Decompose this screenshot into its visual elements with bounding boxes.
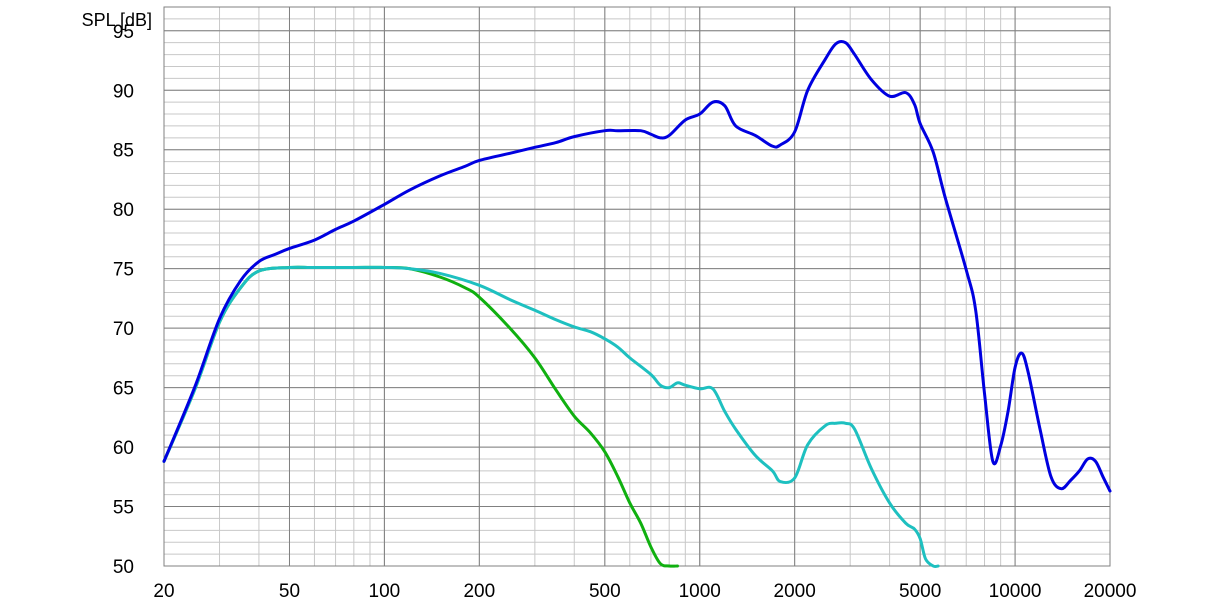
x-tick-label: 20000 [1084,581,1137,602]
x-tick-label: 2000 [774,581,816,602]
grid-minor-vertical [163,7,1111,566]
y-tick-label: 75 [113,260,134,281]
plot-frame [163,6,1111,567]
grid-minor-horizontal [164,6,1110,567]
x-tick-label: 50 [279,581,300,602]
y-tick-label: 70 [113,319,134,340]
x-tick-label: 20 [153,581,174,602]
y-tick-label: 80 [113,200,134,221]
series-blue-line [162,40,1112,493]
x-tick-labels: 20 50 100 200 500 1000 2000 5000 10000 20000 [153,581,1136,602]
y-tick-label: 55 [113,498,134,519]
x-tick-label: 5000 [899,581,941,602]
series-green-line [162,265,679,568]
y-tick-label: 60 [113,438,134,459]
y-axis-label: SPL [dB] [82,10,152,30]
x-tick-label: 1000 [679,581,721,602]
x-tick-label: 100 [369,581,401,602]
y-tick-label: 95 [113,22,134,43]
y-tick-label: 50 [113,557,134,578]
series-cyan-line [162,265,940,569]
x-tick-label: 200 [463,581,495,602]
y-tick-label: 90 [113,81,134,102]
y-tick-labels: 50 55 60 65 70 75 80 85 90 95 [113,22,134,578]
x-tick-label: 10000 [989,581,1042,602]
y-tick-label: 85 [113,141,134,162]
grid-major [163,7,1111,567]
y-tick-label: 65 [113,379,134,400]
series-layer [162,40,1112,569]
x-tick-label: 500 [589,581,621,602]
